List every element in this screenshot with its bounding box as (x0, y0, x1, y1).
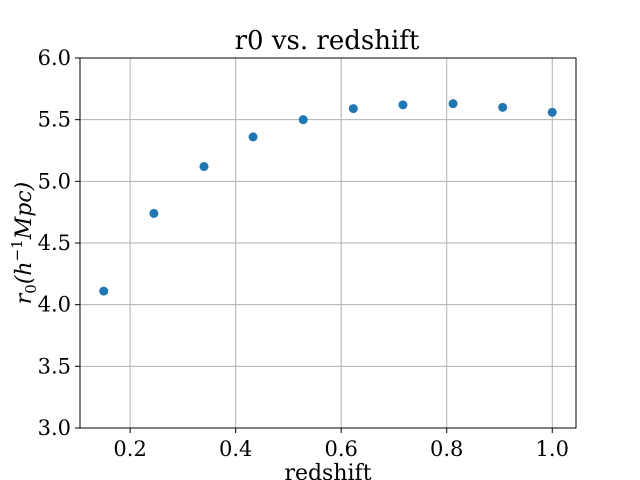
grid-lines (80, 57, 576, 429)
y-label-base: r (12, 292, 37, 304)
axis-ticks: 0.2 0.4 0.6 0.8 1.0 3.0 3.5 4.0 4.5 5.0 5.5 6.0 (38, 46, 569, 461)
data-point (498, 102, 508, 112)
x-tick-label: 0.6 (324, 437, 357, 461)
y-label-rest: Mpc) (12, 182, 37, 241)
data-point (99, 286, 109, 296)
y-tick-label: 4.0 (38, 293, 71, 317)
y-tick-label: 5.0 (38, 169, 71, 193)
x-tick-label: 0.8 (430, 437, 463, 461)
data-point (248, 132, 258, 142)
data-points (99, 99, 557, 296)
y-axis-label: r0(h−1Mpc) (8, 182, 40, 304)
y-tick-label: 6.0 (38, 46, 71, 70)
data-point (398, 100, 408, 110)
x-tick-label: 1.0 (536, 437, 569, 461)
y-label-open: (h (12, 261, 37, 284)
data-point (448, 99, 458, 109)
data-point (348, 104, 358, 114)
data-point (547, 107, 557, 117)
y-tick-label: 3.0 (38, 416, 71, 440)
y-tick-label: 3.5 (38, 354, 71, 378)
chart-title: r0 vs. redshift (235, 26, 420, 56)
x-tick-label: 0.4 (219, 437, 252, 461)
x-axis-label: redshift (284, 461, 371, 480)
data-point (149, 208, 159, 218)
x-tick-label: 0.2 (113, 437, 146, 461)
y-label-sub: 0 (22, 284, 40, 294)
data-point (298, 115, 308, 125)
y-label-sup: −1 (8, 239, 26, 261)
y-tick-label: 5.5 (38, 108, 71, 132)
data-point (199, 162, 209, 172)
y-tick-label: 4.5 (38, 231, 71, 255)
